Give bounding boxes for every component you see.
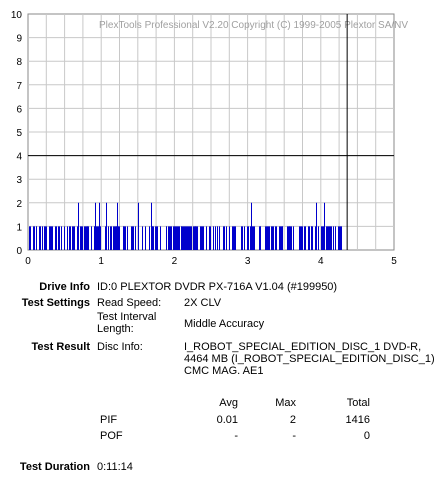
interval-label-line2: Length: [97, 323, 134, 335]
grid-lines [28, 14, 394, 250]
pif-label: PIF [100, 414, 118, 426]
y-tick-label: 5 [16, 128, 22, 139]
x-tick-label: 4 [318, 256, 324, 267]
read-speed-value: 2X CLV [184, 297, 222, 309]
pif-avg: 0.01 [216, 414, 238, 426]
disc-info-line2: 4464 MB (I_ROBOT_SPECIAL_EDITION_DISC_1) [184, 353, 435, 365]
stats-header-total: Total [346, 397, 370, 409]
interval-label-line1: Test Interval [97, 311, 157, 323]
y-tick-label: 2 [16, 199, 22, 210]
y-tick-label: 4 [16, 152, 22, 163]
disc-info-line3: CMC MAG. AE1 [184, 365, 264, 377]
chart-watermark: PlexTools Professional V2.20 Copyright (… [99, 20, 408, 31]
stats-header-max: Max [275, 397, 296, 409]
test-result-label: Test Result [31, 341, 90, 353]
pof-max: - [292, 430, 296, 442]
y-tick-label: 6 [16, 104, 22, 115]
y-tick-label: 10 [11, 10, 23, 21]
y-tick-label: 8 [16, 57, 22, 68]
pif-total: 1416 [345, 414, 370, 426]
drive-info-value: ID:0 PLEXTOR DVDR PX-716A V1.04 (#199950… [97, 281, 338, 293]
y-axis-ticks: 0 1 2 3 4 5 6 7 8 9 10 [11, 10, 23, 257]
pof-total: 0 [363, 430, 370, 442]
read-speed-label: Read Speed: [97, 297, 162, 309]
chart-markers [28, 14, 394, 250]
drive-info-label: Drive Info [39, 281, 90, 293]
x-tick-label: 1 [98, 256, 104, 267]
x-tick-label: 5 [391, 256, 397, 267]
disc-info-line1: I_ROBOT_SPECIAL_EDITION_DISC_1 DVD-R, [184, 341, 422, 353]
x-tick-label: 3 [245, 256, 251, 267]
y-tick-label: 0 [16, 246, 22, 257]
pif-max: 2 [289, 414, 296, 426]
test-duration-value: 0:11:14 [97, 461, 133, 473]
x-axis-ticks: 0 1 2 3 4 5 [25, 256, 397, 267]
y-tick-label: 1 [16, 222, 22, 233]
stats-header-avg: Avg [219, 397, 238, 409]
x-tick-label: 2 [172, 256, 178, 267]
y-tick-label: 3 [16, 175, 22, 186]
disc-info-label: Disc Info: [97, 341, 143, 353]
interval-value: Middle Accuracy [184, 318, 265, 330]
y-tick-label: 9 [16, 34, 22, 45]
y-tick-label: 7 [16, 81, 22, 92]
pif-chart: PlexTools Professional V2.20 Copyright (… [11, 10, 408, 267]
pof-label: POF [100, 430, 123, 442]
pif-bars [29, 202, 342, 250]
pof-avg: - [234, 430, 238, 442]
test-settings-label: Test Settings [21, 297, 90, 309]
x-tick-label: 0 [25, 256, 31, 267]
test-duration-label: Test Duration [19, 461, 90, 473]
